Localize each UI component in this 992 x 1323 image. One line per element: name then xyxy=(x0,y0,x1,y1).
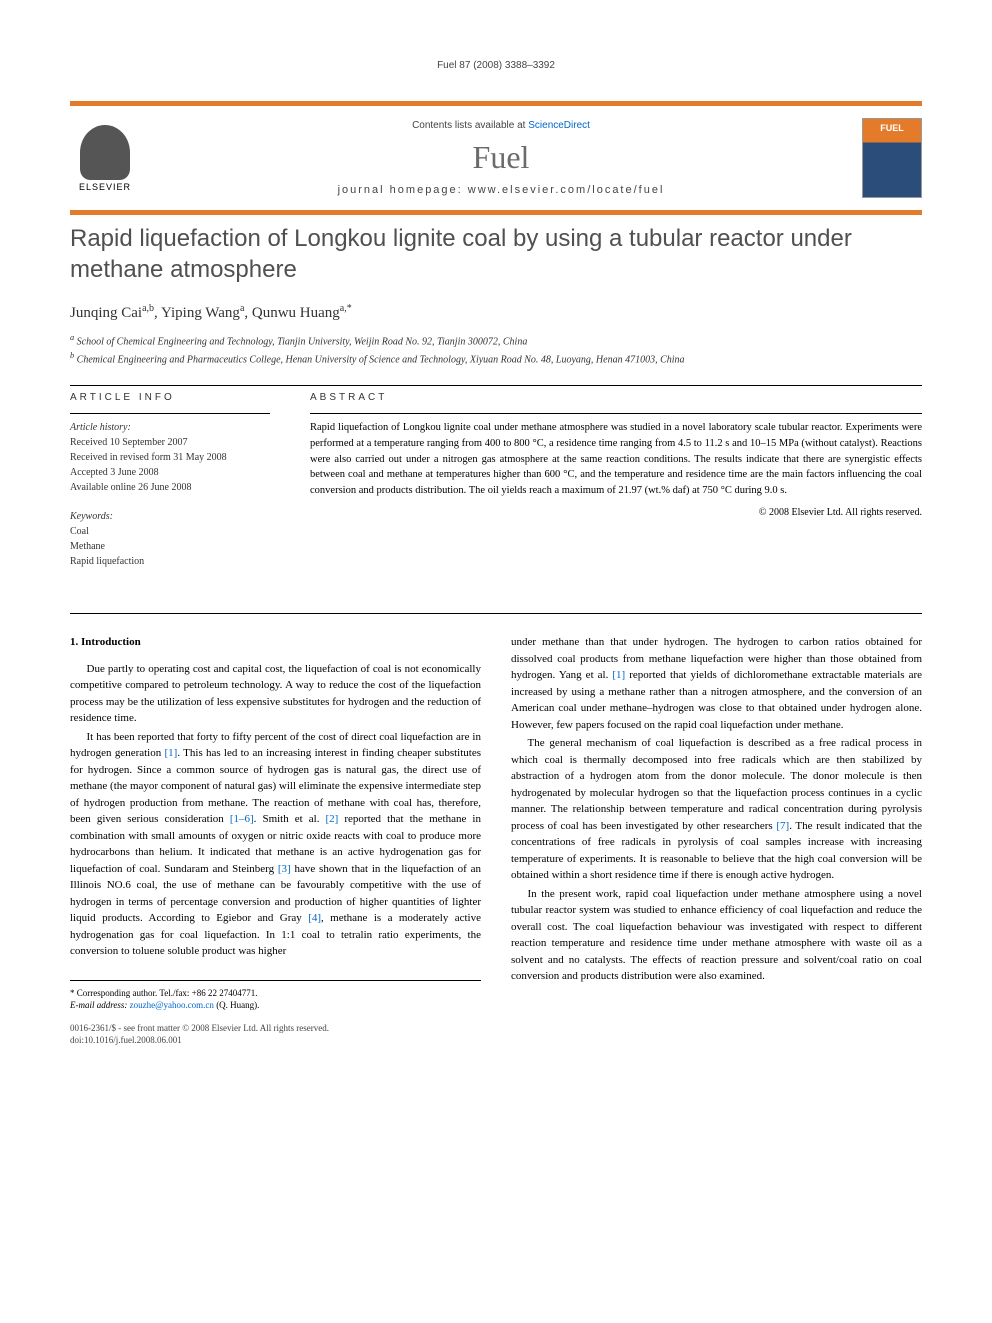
affiliation-a: a School of Chemical Engineering and Tec… xyxy=(70,332,922,349)
page-footer: 0016-2361/$ - see front matter © 2008 El… xyxy=(70,1022,481,1047)
keywords-block: Keywords: Coal Methane Rapid liquefactio… xyxy=(70,509,270,569)
sciencedirect-link[interactable]: ScienceDirect xyxy=(528,120,590,131)
keyword-1: Coal xyxy=(70,524,270,539)
body-two-column: 1. Introduction Due partly to operating … xyxy=(70,634,922,1047)
footer-doi: doi:10.1016/j.fuel.2008.06.001 xyxy=(70,1034,481,1047)
article-info-column: ARTICLE INFO Article history: Received 1… xyxy=(70,392,270,583)
intro-para-1: Due partly to operating cost and capital… xyxy=(70,661,481,727)
body-right-column: under methane than that under hydrogen. … xyxy=(511,634,922,1047)
elsevier-tree-icon xyxy=(80,125,130,180)
ref-link-1[interactable]: [1] xyxy=(165,747,178,759)
contents-available-line: Contents lists available at ScienceDirec… xyxy=(140,120,862,131)
email-author-name: (Q. Huang). xyxy=(214,1000,260,1010)
intro-para-2-cont: under methane than that under hydrogen. … xyxy=(511,634,922,733)
ref-link-4[interactable]: [4] xyxy=(308,912,321,924)
abstract-copyright: © 2008 Elsevier Ltd. All rights reserved… xyxy=(310,507,922,518)
journal-header: ELSEVIER Contents lists available at Sci… xyxy=(70,101,922,215)
affiliation-b: b Chemical Engineering and Pharmaceutics… xyxy=(70,350,922,367)
homepage-url[interactable]: www.elsevier.com/locate/fuel xyxy=(468,184,665,196)
journal-name: Fuel xyxy=(140,139,862,176)
email-label: E-mail address: xyxy=(70,1000,127,1010)
received-date: Received 10 September 2007 xyxy=(70,435,270,450)
ref-link-1-6[interactable]: [1–6] xyxy=(230,813,254,825)
keyword-3: Rapid liquefaction xyxy=(70,554,270,569)
abstract-heading: ABSTRACT xyxy=(310,392,922,403)
accepted-date: Accepted 3 June 2008 xyxy=(70,465,270,480)
contents-text: Contents lists available at xyxy=(412,120,528,131)
intro-para-3: The general mechanism of coal liquefacti… xyxy=(511,735,922,884)
history-label: Article history: xyxy=(70,420,270,435)
ref-link-3[interactable]: [3] xyxy=(278,863,291,875)
intro-para-2: It has been reported that forty to fifty… xyxy=(70,729,481,960)
publisher-name: ELSEVIER xyxy=(79,182,131,192)
citation-line: Fuel 87 (2008) 3388–3392 xyxy=(70,60,922,71)
keyword-2: Methane xyxy=(70,539,270,554)
corresponding-email-link[interactable]: zouzhe@yahoo.com.cn xyxy=(130,1000,214,1010)
author-1-aff: a,b xyxy=(142,303,154,314)
corresponding-author-footnote: * Corresponding author. Tel./fax: +86 22… xyxy=(70,980,481,1012)
article-history-block: Article history: Received 10 September 2… xyxy=(70,420,270,495)
ref-link-2[interactable]: [2] xyxy=(326,813,339,825)
footer-front-matter: 0016-2361/$ - see front matter © 2008 El… xyxy=(70,1022,481,1035)
author-3: , Qunwu Huang xyxy=(244,305,339,321)
section-1-heading: 1. Introduction xyxy=(70,634,481,651)
authors-line: Junqing Caia,b, Yiping Wanga, Qunwu Huan… xyxy=(70,303,922,322)
elsevier-logo: ELSEVIER xyxy=(70,118,140,198)
author-1: Junqing Cai xyxy=(70,305,142,321)
revised-date: Received in revised form 31 May 2008 xyxy=(70,450,270,465)
body-left-column: 1. Introduction Due partly to operating … xyxy=(70,634,481,1047)
affiliations: a School of Chemical Engineering and Tec… xyxy=(70,332,922,367)
journal-homepage-line: journal homepage: www.elsevier.com/locat… xyxy=(140,184,862,196)
divider-line xyxy=(70,385,922,386)
author-3-aff: a,* xyxy=(340,303,352,314)
ref-link-7[interactable]: [7] xyxy=(776,820,789,832)
article-title: Rapid liquefaction of Longkou lignite co… xyxy=(70,223,922,285)
homepage-label: journal homepage: xyxy=(338,184,468,196)
article-info-heading: ARTICLE INFO xyxy=(70,392,270,403)
journal-cover-thumbnail xyxy=(862,118,922,198)
corresponding-tel: * Corresponding author. Tel./fax: +86 22… xyxy=(70,987,481,1000)
author-2: , Yiping Wang xyxy=(154,305,240,321)
ref-link-1b[interactable]: [1] xyxy=(612,669,625,681)
intro-para-4: In the present work, rapid coal liquefac… xyxy=(511,886,922,985)
abstract-column: ABSTRACT Rapid liquefaction of Longkou l… xyxy=(310,392,922,583)
abstract-text: Rapid liquefaction of Longkou lignite co… xyxy=(310,420,922,499)
online-date: Available online 26 June 2008 xyxy=(70,480,270,495)
keywords-label: Keywords: xyxy=(70,509,270,524)
